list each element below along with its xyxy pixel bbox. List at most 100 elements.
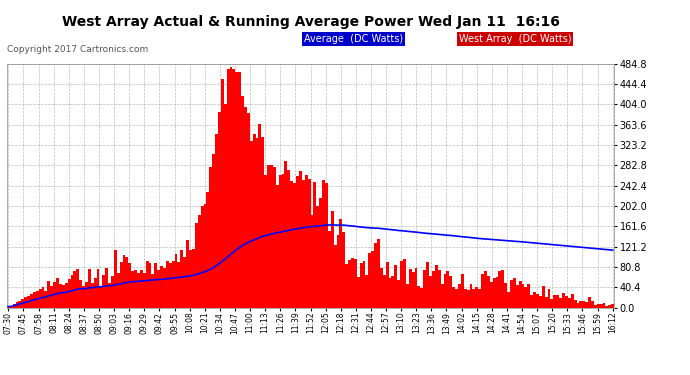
Bar [516,285,519,308]
Bar [388,278,391,308]
Bar [250,141,253,308]
Bar [262,137,264,308]
Bar [299,171,302,308]
Bar [605,306,609,308]
Bar [117,273,119,308]
Bar [195,223,198,308]
Bar [143,273,146,308]
Bar [7,306,10,308]
Bar [293,183,296,308]
Bar [611,304,614,307]
Bar [351,258,354,307]
Bar [221,79,224,308]
Bar [446,271,449,308]
Bar [475,287,478,308]
Bar [157,270,160,308]
Bar [114,250,117,308]
Bar [478,290,481,308]
Bar [498,271,502,308]
Bar [412,272,415,308]
Bar [56,278,59,308]
Text: Copyright 2017 Cartronics.com: Copyright 2017 Cartronics.com [7,45,148,54]
Bar [432,271,435,308]
Bar [169,263,172,308]
Bar [189,249,192,308]
Bar [88,269,91,308]
Bar [600,304,602,307]
Bar [241,96,244,308]
Bar [609,306,611,308]
Bar [522,284,524,308]
Bar [148,263,152,308]
Bar [585,302,588,307]
Bar [481,274,484,308]
Bar [50,286,53,308]
Bar [386,262,388,308]
Bar [70,275,73,308]
Bar [490,282,493,308]
Bar [166,261,169,308]
Bar [238,72,241,308]
Bar [316,206,319,308]
Bar [484,271,487,308]
Bar [290,181,293,308]
Bar [82,286,85,308]
Bar [362,261,366,308]
Bar [273,167,276,308]
Bar [128,263,131,308]
Bar [435,266,437,308]
Bar [264,175,267,308]
Bar [556,295,559,307]
Bar [259,124,262,308]
Bar [548,289,551,308]
Bar [226,69,230,308]
Bar [296,176,299,308]
Bar [24,297,27,307]
Bar [328,231,331,308]
Bar [19,301,21,307]
Bar [12,304,16,307]
Bar [111,276,114,308]
Bar [400,261,403,308]
Bar [544,297,548,307]
Bar [464,289,466,308]
Bar [201,206,204,308]
Bar [85,282,88,308]
Bar [36,291,39,308]
Bar [155,263,157,308]
Bar [244,107,247,308]
Bar [282,174,284,308]
Bar [406,284,408,308]
Bar [331,211,334,308]
Bar [224,104,226,308]
Bar [495,277,498,308]
Bar [415,268,417,308]
Bar [322,180,325,308]
Bar [305,175,308,308]
Text: West Array  (DC Watts): West Array (DC Watts) [459,34,571,44]
Bar [68,279,70,308]
Bar [408,269,412,308]
Bar [449,276,452,308]
Bar [383,275,386,308]
Bar [594,305,597,308]
Bar [417,285,420,308]
Bar [105,268,108,308]
Bar [339,219,342,308]
Bar [539,296,542,307]
Bar [213,154,215,308]
Bar [163,268,166,308]
Bar [39,289,41,308]
Bar [602,303,605,307]
Bar [276,185,279,308]
Bar [371,251,374,308]
Bar [397,280,400,308]
Bar [368,253,371,308]
Bar [441,284,444,308]
Bar [533,291,536,308]
Bar [279,175,282,308]
Bar [591,301,594,307]
Bar [487,276,490,308]
Bar [357,277,359,308]
Bar [562,293,565,308]
